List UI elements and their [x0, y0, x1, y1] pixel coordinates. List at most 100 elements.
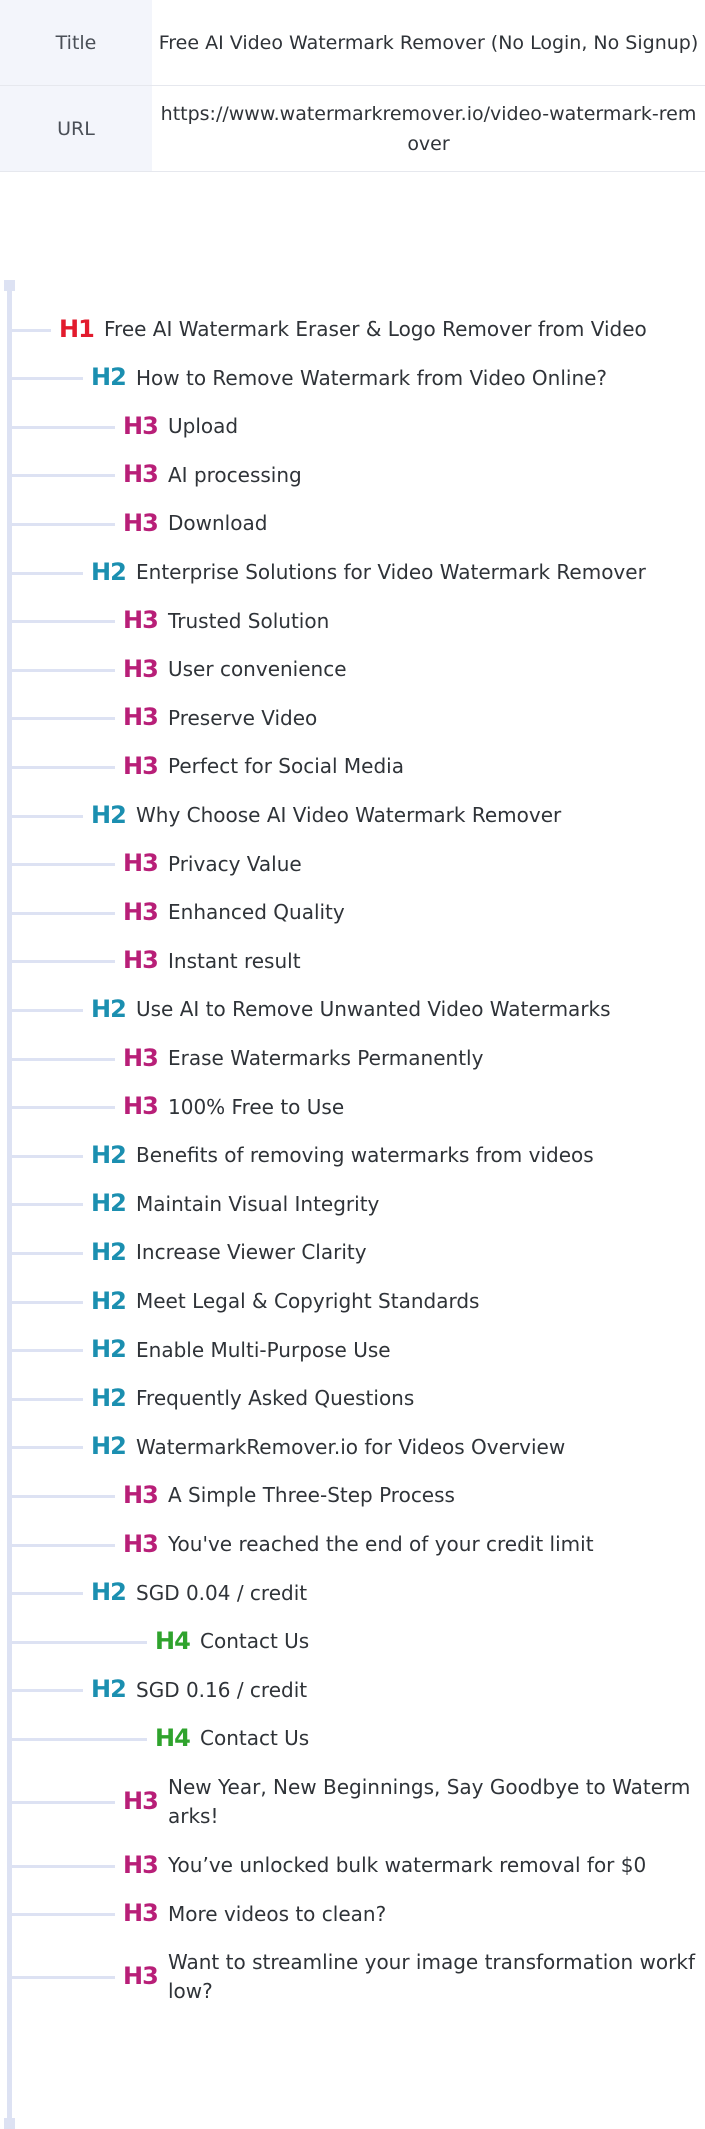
- tree-connector: [12, 474, 115, 478]
- tree-connector: [12, 1251, 83, 1255]
- heading-item[interactable]: H2 Why Choose AI Video Watermark Remover: [0, 801, 705, 830]
- title-value: Free AI Video Watermark Remover (No Logi…: [158, 31, 699, 54]
- heading-item[interactable]: H2 SGD 0.16 / credit: [0, 1675, 705, 1705]
- heading-item[interactable]: H2 How to Remove Watermark from Video Onl…: [0, 363, 705, 393]
- meta-row-title: Title Free AI Video Watermark Remover (N…: [0, 0, 705, 86]
- url-value: https://www.watermarkremover.io/video-wa…: [160, 102, 697, 155]
- tree-connector: [12, 425, 115, 429]
- tree-connector: [12, 1864, 115, 1868]
- heading-item[interactable]: H2 Increase Viewer Clarity: [0, 1238, 705, 1267]
- meta-row-url: URL https://www.watermarkremover.io/vide…: [0, 85, 705, 172]
- url-label: URL: [0, 85, 152, 172]
- heading-item[interactable]: H3 Enhanced Quality: [0, 898, 705, 927]
- heading-level-badge: H3: [123, 946, 159, 975]
- heading-level-badge: H4: [155, 1723, 191, 1752]
- tree-connector: [12, 1494, 115, 1498]
- heading-item[interactable]: H3 AI processing: [0, 460, 705, 490]
- heading-item[interactable]: H2 Enterprise Solutions for Video Waterma…: [0, 558, 705, 587]
- heading-item[interactable]: H3 100% Free to Use: [0, 1092, 705, 1122]
- heading-text: Upload: [168, 414, 239, 439]
- heading-item[interactable]: H2 SGD 0.04 / credit: [0, 1578, 705, 1608]
- heading-item[interactable]: H2 Use AI to Remove Unwanted Video Waterm…: [0, 995, 705, 1024]
- tree-vertical-line: [7, 284, 12, 2122]
- heading-level-badge: H3: [123, 1962, 159, 1991]
- heading-level-badge: H3: [123, 1787, 159, 1815]
- heading-text: Contact Us: [200, 1629, 310, 1654]
- heading-item[interactable]: H3 Perfect for Social Media: [0, 752, 705, 781]
- heading-level-badge: H2: [91, 994, 127, 1023]
- tree-connector: [12, 1976, 115, 1980]
- heading-item[interactable]: H3 Preserve Video: [0, 703, 705, 733]
- heading-text: Enhanced Quality: [168, 900, 345, 925]
- tree-connector: [12, 765, 115, 769]
- heading-item[interactable]: H3 A Simple Three-Step Process: [0, 1481, 705, 1510]
- heading-item[interactable]: H2 Enable Multi-Purpose Use: [0, 1335, 705, 1365]
- tree-connector: [12, 1737, 147, 1741]
- heading-level-badge: H3: [123, 751, 159, 780]
- heading-item[interactable]: H2 Maintain Visual Integrity: [0, 1189, 705, 1219]
- heading-item[interactable]: H4 Contact Us: [0, 1724, 705, 1753]
- heading-level-badge: H2: [91, 557, 127, 586]
- tree-connector: [12, 377, 83, 381]
- heading-item[interactable]: H3 User convenience: [0, 655, 705, 684]
- heading-item[interactable]: H3 Privacy Value: [0, 849, 705, 879]
- heading-item[interactable]: H1 Free AI Watermark Eraser & Logo Remove…: [0, 315, 705, 344]
- heading-text: Trusted Solution: [168, 608, 330, 633]
- heading-item[interactable]: H3 Instant result: [0, 946, 705, 976]
- tree-connector: [12, 960, 115, 964]
- tree-connector: [12, 1106, 115, 1110]
- heading-level-badge: H1: [59, 314, 95, 343]
- meta-table: Title Free AI Video Watermark Remover (N…: [0, 0, 705, 172]
- tree-connector: [12, 1446, 83, 1450]
- heading-item[interactable]: H2 Frequently Asked Questions: [0, 1384, 705, 1413]
- heading-level-badge: H3: [123, 411, 159, 440]
- heading-item[interactable]: H3 You’ve unlocked bulk watermark removal…: [0, 1851, 705, 1880]
- tree-connector: [12, 1640, 147, 1644]
- heading-item[interactable]: H4 Contact Us: [0, 1627, 705, 1656]
- tree-connector: [12, 911, 115, 915]
- heading-level-badge: H3: [123, 849, 159, 878]
- heading-text: A Simple Three-Step Process: [168, 1483, 455, 1508]
- heading-level-badge: H3: [123, 1850, 159, 1879]
- tree-connector: [12, 1592, 83, 1596]
- heading-level-badge: H2: [91, 1140, 127, 1169]
- heading-text: Frequently Asked Questions: [136, 1386, 415, 1411]
- tree-connector: [12, 571, 83, 575]
- heading-level-badge: H3: [123, 654, 159, 683]
- heading-item[interactable]: H3 Trusted Solution: [0, 606, 705, 636]
- heading-text: Preserve Video: [168, 705, 318, 730]
- heading-level-badge: H2: [91, 1383, 127, 1412]
- heading-text: Enable Multi-Purpose Use: [136, 1337, 391, 1362]
- heading-item[interactable]: H3 More videos to clean?: [0, 1899, 705, 1929]
- heading-item[interactable]: H3 Upload: [0, 412, 705, 441]
- heading-text: Erase Watermarks Permanently: [168, 1046, 484, 1070]
- heading-level-badge: H2: [91, 1335, 127, 1364]
- heading-level-badge: H2: [91, 1675, 127, 1704]
- tree-connector: [12, 1913, 115, 1917]
- heading-level-badge: H3: [123, 1529, 159, 1558]
- heading-text: More videos to clean?: [168, 1901, 387, 1926]
- heading-item[interactable]: H2 Benefits of removing watermarks from v…: [0, 1141, 705, 1170]
- tree-connector: [12, 1397, 83, 1401]
- heading-text: SGD 0.04 / credit: [136, 1580, 308, 1605]
- tree-bottom-cap: [4, 2118, 15, 2129]
- heading-level-badge: H2: [91, 1578, 127, 1607]
- heading-text: You’ve unlocked bulk watermark removal f…: [168, 1853, 647, 1877]
- heading-item[interactable]: H3 Erase Watermarks Permanently: [0, 1044, 705, 1073]
- tree-connector: [12, 1543, 115, 1547]
- heading-item[interactable]: H3 Want to streamline your image transfor…: [0, 1948, 705, 2006]
- heading-text: Why Choose AI Video Watermark Remover: [136, 803, 562, 827]
- heading-text: Want to streamline your image transforma…: [168, 1950, 695, 2004]
- heading-item[interactable]: H3 New Year, New Beginnings, Say Goodbye …: [0, 1773, 705, 1831]
- tree-connector: [12, 1689, 83, 1693]
- heading-level-badge: H3: [123, 897, 159, 926]
- heading-text: New Year, New Beginnings, Say Goodbye to…: [168, 1775, 691, 1828]
- tree-connector: [12, 814, 83, 818]
- heading-level-badge: H2: [91, 1286, 127, 1315]
- heading-level-badge: H3: [123, 1899, 159, 1928]
- heading-item[interactable]: H3 You've reached the end of your credit …: [0, 1530, 705, 1559]
- heading-item[interactable]: H3 Download: [0, 509, 705, 538]
- heading-item[interactable]: H2 WatermarkRemover.io for Videos Overvie…: [0, 1432, 705, 1462]
- heading-item[interactable]: H2 Meet Legal & Copyright Standards: [0, 1287, 705, 1316]
- tree-connector: [12, 1203, 83, 1207]
